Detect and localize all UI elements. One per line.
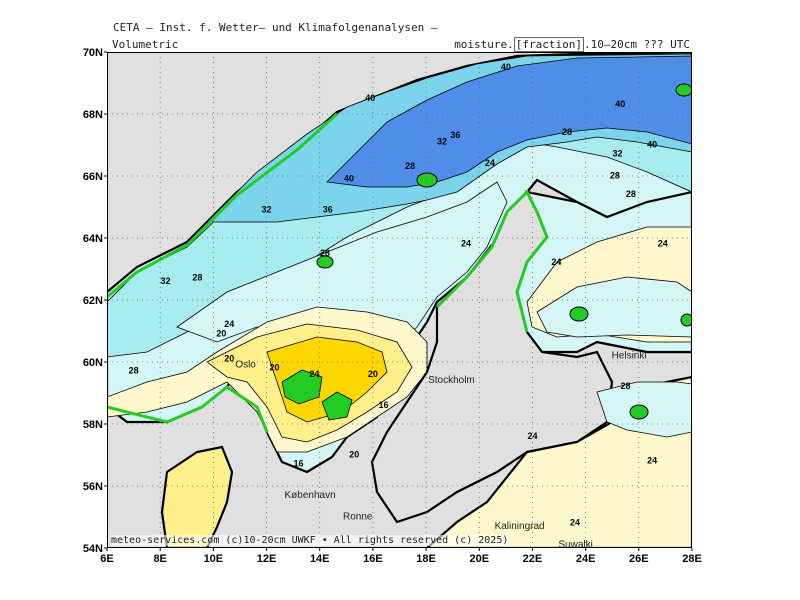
contour-label: 28: [621, 381, 631, 391]
lat-label: 56N: [83, 481, 103, 493]
units-suffix: .10—20cm ??? UTC: [584, 38, 690, 51]
contour-label: 32: [262, 204, 272, 214]
lon-label: 18E: [416, 553, 436, 565]
city-label: Suwalki: [558, 540, 592, 548]
city-label: Oslo: [235, 360, 256, 371]
copyright-footer: meteo-services.com (c)10-20cm UWKF • All…: [111, 535, 509, 546]
contour-label: 24: [461, 239, 471, 249]
lat-label: 70N: [83, 47, 103, 59]
variable-units: moisture. [fraction] .10—20cm ??? UTC: [454, 37, 690, 52]
wet-spot-lapland: [416, 172, 438, 188]
contour-label: 32: [437, 136, 447, 146]
wet-spot-jamtland: [316, 255, 334, 269]
contour-label: 28: [562, 127, 572, 137]
lon-label: 24E: [576, 553, 596, 565]
contour-label: 20: [216, 328, 226, 338]
land-denmark: [160, 445, 234, 548]
band-28-finland-inner: [536, 276, 692, 338]
contour-label: 24: [224, 319, 234, 329]
contour-label: 40: [344, 173, 354, 183]
wet-spot-kola: [680, 313, 692, 327]
contour-label: 20: [270, 363, 280, 373]
lat-label: 54N: [83, 543, 103, 555]
lat-label: 60N: [83, 357, 103, 369]
city-labels: Oslo Stockholm Helsinki København Ronne Kalin…: [235, 350, 646, 548]
lon-label: 28E: [682, 553, 702, 565]
contour-label: 40: [501, 62, 511, 72]
contour-label: 36: [323, 204, 333, 214]
units-prefix: moisture.: [454, 38, 514, 51]
contour-label: 32: [160, 276, 170, 286]
contour-label: 24: [647, 456, 657, 466]
map-title: CETA — Inst. f. Wetter— und Klimafolgena…: [113, 21, 438, 34]
city-label: Stockholm: [428, 375, 475, 386]
coastal-wet-fringe-norway: [107, 112, 339, 299]
contour-label: 24: [527, 431, 537, 441]
contour-label: 24: [551, 257, 561, 267]
variable-label: Volumetric: [112, 38, 179, 51]
contour-label: 24: [658, 239, 668, 249]
contour-label: 28: [610, 170, 620, 180]
contour-label: 24: [485, 158, 495, 168]
lat-label: 66N: [83, 171, 103, 183]
contour-label: 40: [365, 93, 375, 103]
contour-label: 24: [570, 518, 580, 528]
city-label: Kaliningrad: [495, 521, 545, 532]
lon-label: 20E: [469, 553, 489, 565]
lon-label: 10E: [204, 553, 224, 565]
contour-label: 16: [293, 459, 303, 469]
lat-label: 62N: [83, 295, 103, 307]
wet-spot-finnmark: [675, 83, 692, 97]
wet-spot-finland: [569, 306, 589, 322]
lon-label: 16E: [363, 553, 383, 565]
lon-label: 26E: [629, 553, 649, 565]
contour-label: 28: [626, 189, 636, 199]
wet-patch-1: [281, 369, 323, 405]
lat-label: 68N: [83, 109, 103, 121]
units-boxed: [fraction]: [513, 37, 585, 52]
wet-patch-2: [321, 391, 353, 421]
map-border: [107, 52, 692, 548]
coastal-wet-fringe-south: [107, 385, 269, 433]
lon-label: 22E: [523, 553, 543, 565]
lon-label: 12E: [257, 553, 277, 565]
contour-label: 20: [349, 449, 359, 459]
contour-label: 32: [613, 149, 623, 159]
lat-label: 64N: [83, 233, 103, 245]
contour-label: 28: [405, 161, 415, 171]
contour-label: 40: [647, 139, 657, 149]
city-label: København: [285, 490, 336, 501]
lat-label: 58N: [83, 419, 103, 431]
latitude-labels: 70N 68N 66N 64N 62N 60N 58N 56N 54N: [83, 47, 107, 555]
contour-label: 28: [320, 248, 330, 258]
longitude-labels: 6E 8E 10E 12E 14E 16E 18E 20E 22E 24E 26E 28E: [100, 548, 702, 565]
contour-label: 16: [379, 400, 389, 410]
map-frame: 40 40 40 36 32 28 32 40 28 24 40 28 36 28 32 24 24 28 24 32…: [107, 52, 692, 548]
lon-label: 14E: [310, 553, 330, 565]
city-label: Ronne: [343, 512, 373, 523]
contour-label: 20: [368, 369, 378, 379]
lon-label: 6E: [100, 553, 113, 565]
contour-label: 24: [309, 369, 319, 379]
city-label: Helsinki: [612, 350, 647, 361]
contour-label: 20: [224, 353, 234, 363]
contour-label: 36: [450, 130, 460, 140]
contour-label: 28: [129, 366, 139, 376]
lon-label: 8E: [153, 553, 166, 565]
contour-label: 40: [615, 99, 625, 109]
contour-label: 28: [192, 273, 202, 283]
